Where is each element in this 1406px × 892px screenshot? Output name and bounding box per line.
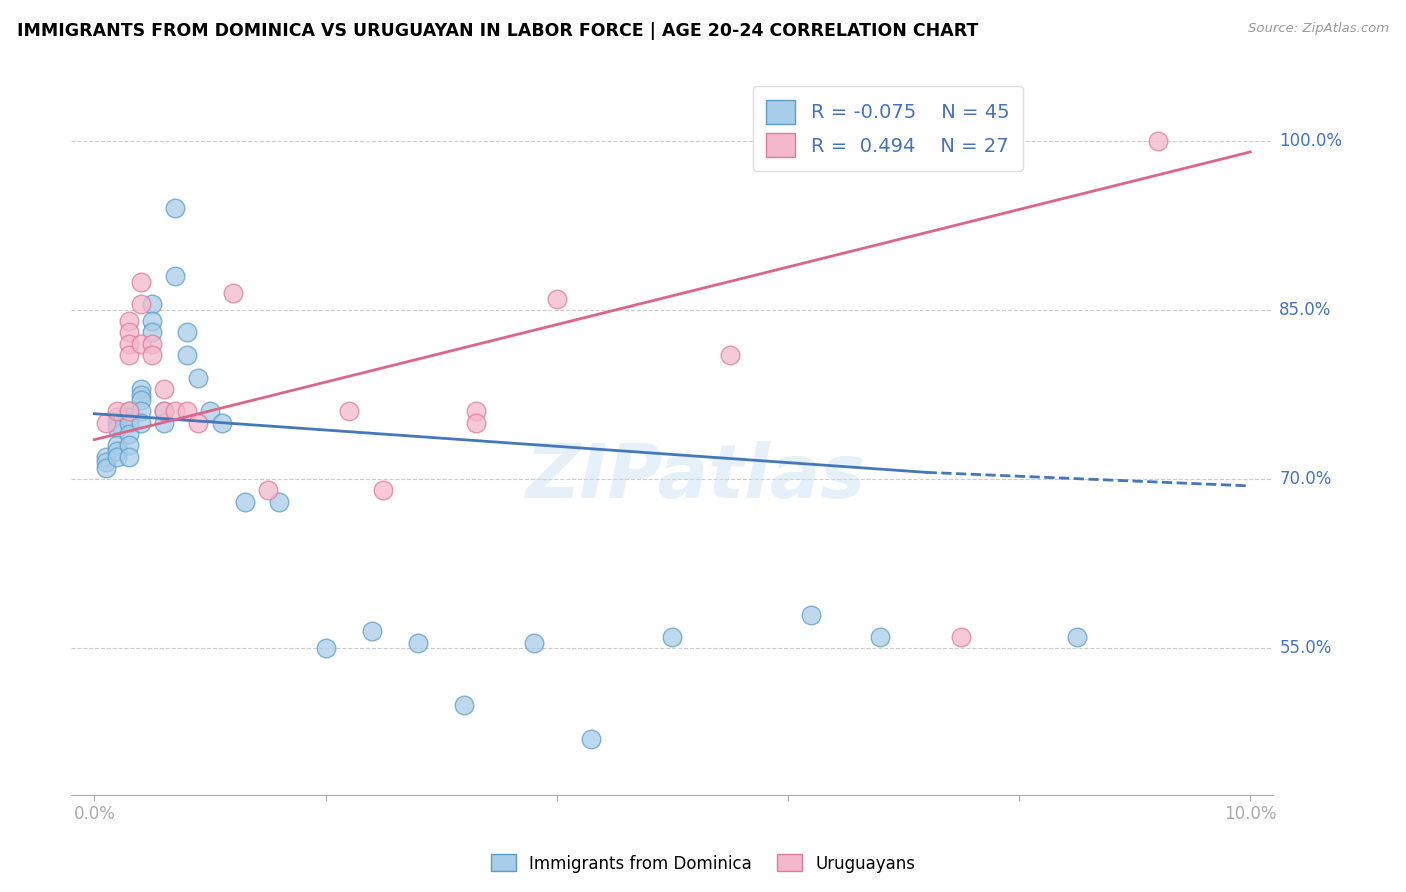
Point <box>141 348 163 362</box>
Point <box>198 404 221 418</box>
Text: 70.0%: 70.0% <box>1279 470 1331 488</box>
Point <box>118 404 141 418</box>
Point <box>315 641 337 656</box>
Point <box>800 607 823 622</box>
Point <box>129 297 152 311</box>
Point <box>661 630 683 644</box>
Point <box>165 404 187 418</box>
Point <box>94 461 117 475</box>
Point <box>152 416 174 430</box>
Legend: R = -0.075    N = 45, R =  0.494    N = 27: R = -0.075 N = 45, R = 0.494 N = 27 <box>752 87 1024 170</box>
Point <box>141 326 163 340</box>
Point <box>406 636 429 650</box>
Point <box>176 404 198 418</box>
Point <box>129 387 152 401</box>
Point <box>165 268 187 283</box>
Point <box>94 450 117 464</box>
Point <box>118 427 141 442</box>
Point <box>211 416 233 430</box>
Point <box>118 326 141 340</box>
Text: IMMIGRANTS FROM DOMINICA VS URUGUAYAN IN LABOR FORCE | AGE 20-24 CORRELATION CHA: IMMIGRANTS FROM DOMINICA VS URUGUAYAN IN… <box>17 22 979 40</box>
Point <box>118 314 141 328</box>
Point <box>118 348 141 362</box>
Point <box>950 630 973 644</box>
Point <box>256 483 278 498</box>
Legend: Immigrants from Dominica, Uruguayans: Immigrants from Dominica, Uruguayans <box>484 847 922 880</box>
Point <box>118 404 141 418</box>
Point <box>233 494 256 508</box>
Point <box>453 698 475 712</box>
Point <box>141 336 163 351</box>
Text: 55.0%: 55.0% <box>1279 640 1331 657</box>
Point <box>165 202 187 216</box>
Point <box>152 404 174 418</box>
Point <box>523 636 546 650</box>
Point <box>176 348 198 362</box>
Point <box>129 404 152 418</box>
Point <box>129 275 152 289</box>
Point <box>129 393 152 408</box>
Point <box>373 483 395 498</box>
Point <box>118 450 141 464</box>
Text: 100.0%: 100.0% <box>1279 132 1343 150</box>
Point <box>141 314 163 328</box>
Point <box>94 416 117 430</box>
Point <box>129 336 152 351</box>
Text: ZIPatlas: ZIPatlas <box>526 441 866 514</box>
Point <box>94 455 117 469</box>
Point <box>107 438 129 452</box>
Point <box>464 404 486 418</box>
Point <box>107 450 129 464</box>
Point <box>337 404 360 418</box>
Point <box>176 326 198 340</box>
Text: 85.0%: 85.0% <box>1279 301 1331 319</box>
Point <box>118 336 141 351</box>
Point <box>107 444 129 458</box>
Point <box>950 134 973 148</box>
Point <box>107 416 129 430</box>
Point <box>581 731 603 746</box>
Text: Source: ZipAtlas.com: Source: ZipAtlas.com <box>1249 22 1389 36</box>
Point <box>129 416 152 430</box>
Point <box>107 404 129 418</box>
Point <box>118 416 141 430</box>
Point <box>546 292 568 306</box>
Point <box>129 382 152 396</box>
Point <box>141 297 163 311</box>
Point <box>222 285 245 300</box>
Point <box>869 630 891 644</box>
Point <box>118 438 141 452</box>
Point <box>152 404 174 418</box>
Point <box>152 382 174 396</box>
Point <box>464 416 486 430</box>
Point <box>187 370 209 384</box>
Point <box>187 416 209 430</box>
Point <box>107 410 129 425</box>
Point <box>360 624 382 639</box>
Point <box>107 421 129 435</box>
Point <box>1066 630 1088 644</box>
Point <box>118 410 141 425</box>
Point <box>1146 134 1168 148</box>
Point <box>269 494 291 508</box>
Point <box>718 348 741 362</box>
